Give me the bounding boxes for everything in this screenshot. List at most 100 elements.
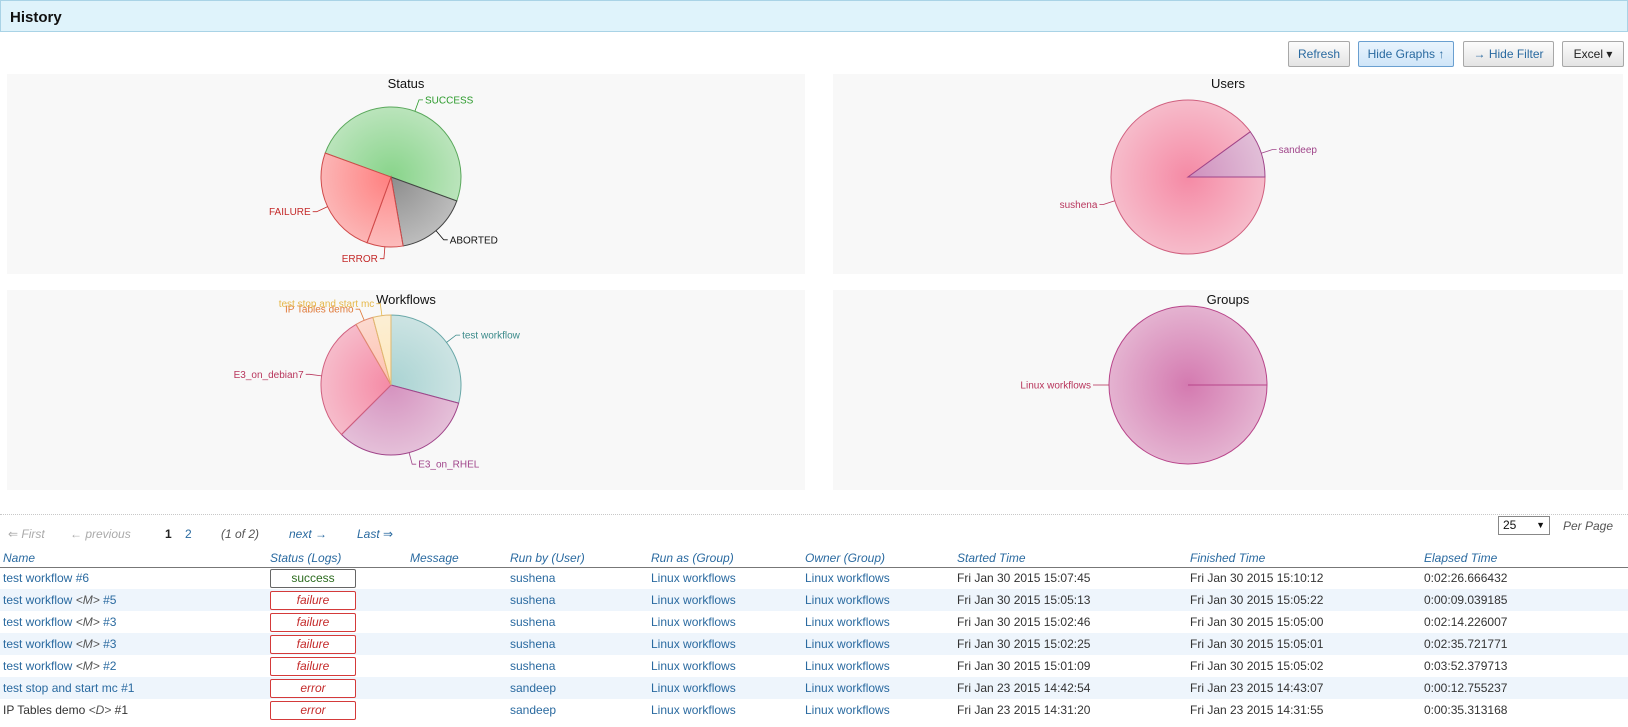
refresh-button[interactable]: Refresh xyxy=(1288,41,1350,67)
status-badge[interactable]: failure xyxy=(270,612,356,632)
run-by-link[interactable]: sandeep xyxy=(510,703,557,717)
cell-elapsed: 0:02:26.666432 xyxy=(1424,571,1508,586)
column-header-status[interactable]: Status (Logs) xyxy=(267,545,407,568)
pie-slice-sandeep[interactable] xyxy=(1186,131,1266,178)
status-badge[interactable]: error xyxy=(270,678,356,698)
run-by-link[interactable]: sushena xyxy=(510,615,556,629)
run-number: #1 xyxy=(114,703,129,717)
workflow-name-link[interactable]: test stop and start mc xyxy=(3,681,118,695)
run-by-link[interactable]: sushena xyxy=(510,593,556,607)
workflow-name-link[interactable]: test workflow xyxy=(3,615,73,629)
table-row[interactable]: test workflow <M> #5 failure sushena Linux … xyxy=(0,589,1628,611)
column-header-message[interactable]: Message xyxy=(407,545,507,568)
previous-page-link[interactable]: ← previous xyxy=(70,527,131,541)
workflow-name-link[interactable]: test workflow xyxy=(3,571,73,586)
table-row[interactable]: IP Tables demo <D> #1 error sandeep Linux w… xyxy=(0,699,1628,721)
status-badge[interactable]: success xyxy=(270,568,356,588)
pie-label-leader xyxy=(1099,200,1115,205)
status-badge[interactable]: failure xyxy=(270,634,356,654)
pie-slice-e3-on-debian7[interactable] xyxy=(320,323,392,436)
pie-label: test stop and start mc xyxy=(279,299,375,310)
status-badge[interactable]: error xyxy=(270,700,356,720)
cell-run-as: Linux workflows xyxy=(648,589,802,611)
owner-link[interactable]: Linux workflows xyxy=(805,659,890,673)
run-as-link[interactable]: Linux workflows xyxy=(651,659,736,673)
run-as-link[interactable]: Linux workflows xyxy=(651,615,736,629)
run-as-link[interactable]: Linux workflows xyxy=(651,681,736,695)
cell-name[interactable]: test workflow <M> #5 xyxy=(0,589,267,611)
workflow-tag: <M> xyxy=(75,637,100,651)
workflow-name-link[interactable]: test workflow xyxy=(3,659,73,673)
page-2-link[interactable]: 2 xyxy=(185,527,192,541)
status-badge[interactable]: failure xyxy=(270,590,356,610)
run-number: #5 xyxy=(103,593,117,607)
hide-graphs-button[interactable]: Hide Graphs ↑ xyxy=(1358,41,1454,67)
per-page-select[interactable]: 25 ▼ xyxy=(1498,516,1550,535)
owner-link[interactable]: Linux workflows xyxy=(805,593,890,607)
run-as-link[interactable]: Linux workflows xyxy=(651,703,736,717)
next-page-link[interactable]: next → xyxy=(289,527,328,541)
last-page-link[interactable]: Last ⇒ xyxy=(357,527,394,541)
owner-link[interactable]: Linux workflows xyxy=(805,681,890,695)
run-as-link[interactable]: Linux workflows xyxy=(651,593,736,607)
run-by-link[interactable]: sushena xyxy=(510,571,556,586)
pie-label: sushena xyxy=(1060,200,1098,211)
column-header-name[interactable]: Name xyxy=(0,545,267,568)
pie-label-leader xyxy=(379,246,386,260)
cell-finished: Fri Jan 30 2015 15:05:02 xyxy=(1190,659,1324,673)
cell-name[interactable]: test workflow #6 xyxy=(0,567,267,589)
cell-name[interactable]: IP Tables demo <D> #1 xyxy=(0,699,267,721)
status-badge[interactable]: failure xyxy=(270,656,356,676)
table-row[interactable]: test workflow #6 success sushena Linux work… xyxy=(0,567,1628,589)
column-header-finished[interactable]: Finished Time xyxy=(1187,545,1421,568)
users-chart-title: Users xyxy=(1211,76,1245,91)
run-by-link[interactable]: sushena xyxy=(510,659,556,673)
cell-status: error xyxy=(267,699,407,721)
cell-message xyxy=(407,699,507,721)
cell-name[interactable]: test workflow <M> #2 xyxy=(0,655,267,677)
workflows-chart-title: Workflows xyxy=(376,292,436,307)
current-page-number: 1 xyxy=(165,527,172,541)
pie-label: E3_on_RHEL xyxy=(418,460,480,471)
pie-slice-aborted[interactable] xyxy=(390,176,458,247)
pie-slice-test-workflow[interactable] xyxy=(390,314,462,404)
page-info: (1 of 2) xyxy=(221,527,260,541)
cell-owner: Linux workflows xyxy=(802,677,954,699)
cell-status: failure xyxy=(267,633,407,655)
workflow-name-link[interactable]: IP Tables demo xyxy=(3,703,86,717)
column-header-elapsed[interactable]: Elapsed Time xyxy=(1421,545,1628,568)
owner-link[interactable]: Linux workflows xyxy=(805,571,890,586)
column-header-started[interactable]: Started Time xyxy=(954,545,1187,568)
workflow-name-link[interactable]: test workflow xyxy=(3,637,73,651)
cell-name[interactable]: test workflow <M> #3 xyxy=(0,611,267,633)
pie-label: ERROR xyxy=(342,254,378,265)
cell-name[interactable]: test stop and start mc #1 xyxy=(0,677,267,699)
run-as-link[interactable]: Linux workflows xyxy=(651,637,736,651)
pie-slice-success[interactable] xyxy=(324,106,462,202)
owner-link[interactable]: Linux workflows xyxy=(805,703,890,717)
column-header-run-as[interactable]: Run as (Group) xyxy=(648,545,802,568)
run-by-link[interactable]: sandeep xyxy=(510,681,557,695)
table-row[interactable]: test workflow <M> #3 failure sushena Linux … xyxy=(0,611,1628,633)
table-row[interactable]: test workflow <M> #3 failure sushena Linux … xyxy=(0,633,1628,655)
first-page-link[interactable]: ⇐ First xyxy=(8,527,45,541)
cell-name[interactable]: test workflow <M> #3 xyxy=(0,633,267,655)
run-as-link[interactable]: Linux workflows xyxy=(651,571,736,586)
cell-run-as: Linux workflows xyxy=(648,655,802,677)
pie-label-leader xyxy=(312,206,328,213)
pie-label: IP Tables demo xyxy=(285,305,354,316)
table-header-row: Name Status (Logs) Message Run by (User)… xyxy=(0,545,1628,568)
column-header-owner[interactable]: Owner (Group) xyxy=(802,545,954,568)
hide-filter-button[interactable]: → Hide Filter xyxy=(1463,41,1554,67)
cell-started: Fri Jan 30 2015 15:02:46 xyxy=(957,615,1091,629)
table-row[interactable]: test workflow <M> #2 failure sushena Linux … xyxy=(0,655,1628,677)
table-row[interactable]: test stop and start mc #1 error sandeep Lin… xyxy=(0,677,1628,699)
run-by-link[interactable]: sushena xyxy=(510,637,556,651)
cell-elapsed: 0:02:14.226007 xyxy=(1424,615,1508,629)
column-header-run-by[interactable]: Run by (User) xyxy=(507,545,648,568)
owner-link[interactable]: Linux workflows xyxy=(805,637,890,651)
workflow-name-link[interactable]: test workflow xyxy=(3,593,73,607)
pie-label: Linux workflows xyxy=(1020,381,1091,392)
excel-export-button[interactable]: Excel ▾ xyxy=(1562,41,1624,67)
owner-link[interactable]: Linux workflows xyxy=(805,615,890,629)
